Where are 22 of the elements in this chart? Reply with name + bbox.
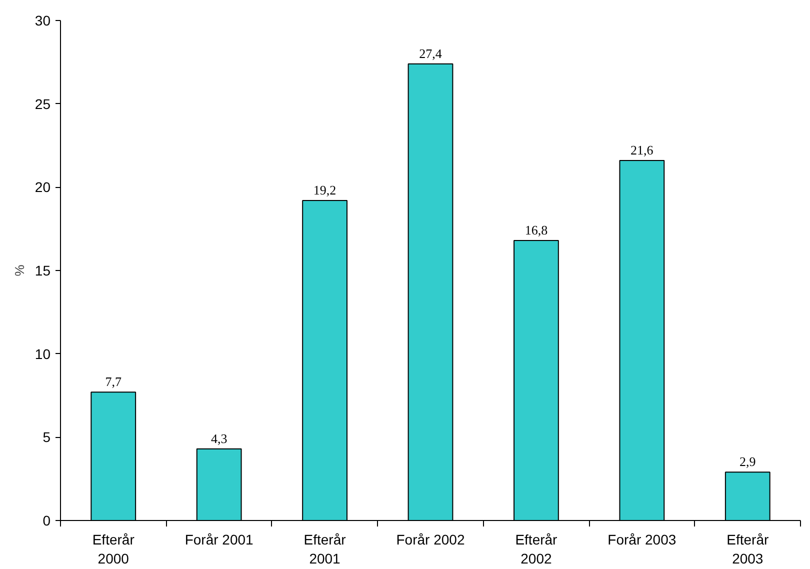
x-tick-label: Forår 2002 [396, 532, 465, 548]
data-label: 16,8 [524, 222, 548, 238]
y-axis-title: % [12, 264, 27, 276]
data-label: 27,4 [419, 46, 442, 61]
x-tick-label: Forår 2003 [608, 532, 676, 548]
y-tick-label: 5 [42, 429, 51, 446]
x-tick-label: Efterår 2001 [304, 532, 346, 567]
y-tick-label: 15 [34, 262, 51, 278]
x-tick-label: Forår 2001 [184, 532, 254, 548]
y-tick-label: 10 [34, 346, 51, 362]
data-label: 7,7 [105, 374, 122, 390]
data-label: 19,2 [313, 182, 336, 198]
data-label: 21,6 [630, 142, 654, 158]
x-tick-label: Efterår 2002 [515, 532, 558, 567]
data-label: 2,9 [740, 454, 756, 470]
x-tick-label: Efterår 2003 [726, 532, 769, 567]
x-tick-label: Efterår 2000 [92, 532, 135, 567]
y-tick-label: 25 [34, 96, 51, 112]
y-tick-label: 20 [34, 179, 51, 196]
y-tick-label: 30 [34, 12, 51, 28]
y-tick-label: 0 [42, 512, 51, 528]
data-label: 4,3 [210, 430, 228, 446]
